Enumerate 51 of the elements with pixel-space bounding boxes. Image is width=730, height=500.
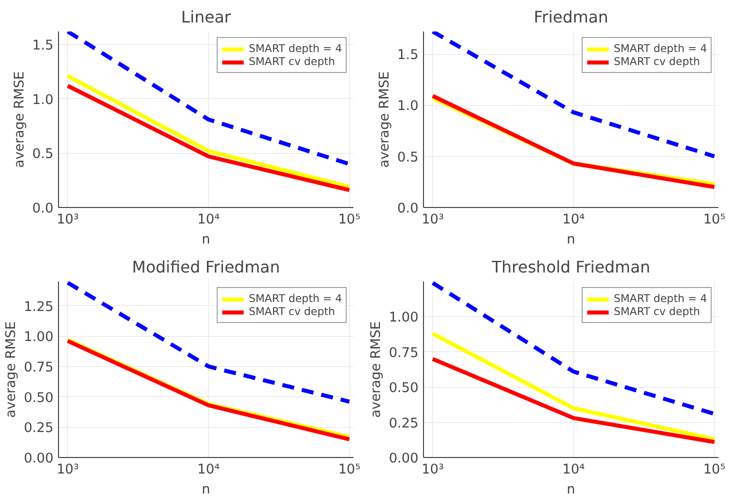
legend-label: SMART cv depth	[248, 55, 336, 68]
legend-label: SMART depth = 4	[614, 42, 707, 55]
x-tick-label: 10⁵	[338, 212, 361, 228]
x-tick-label: 10⁵	[338, 462, 361, 478]
x-tick-label: 10³	[56, 212, 79, 228]
x-tick-label: 10³	[56, 462, 79, 478]
legend-label: SMART depth = 4	[614, 292, 707, 305]
x-axis-title: n	[566, 482, 576, 498]
x-tick-label: 10⁴	[197, 212, 220, 228]
y-tick-label: 0.50	[388, 381, 419, 396]
y-axis-title: average RMSE	[377, 71, 392, 168]
chart-title: Linear	[181, 8, 232, 26]
chart-title: Threshold Friedman	[490, 258, 650, 276]
y-tick-label: 1.00	[388, 310, 419, 326]
x-axis-title: n	[566, 232, 576, 248]
y-tick-label: 1.5	[32, 38, 54, 54]
y-axis-title: average RMSE	[4, 321, 19, 418]
y-tick-label: 1.5	[397, 48, 419, 64]
y-tick-label: 0.0	[32, 202, 54, 216]
y-tick-label: 1.0	[397, 99, 419, 114]
y-tick-label: 0.25	[388, 416, 419, 432]
x-tick-label: 10⁴	[562, 212, 585, 228]
y-tick-label: 0.25	[24, 421, 54, 436]
y-tick-label: 0.50	[24, 390, 54, 406]
chart-title: Modified Friedman	[132, 258, 280, 276]
x-tick-label: 10⁵	[703, 212, 726, 228]
legend-label: SMART depth = 4	[248, 292, 342, 305]
y-tick-label: 0.00	[24, 452, 54, 466]
y-tick-label: 0.00	[388, 452, 419, 466]
y-tick-label: 1.00	[24, 330, 54, 346]
y-tick-label: 0.75	[24, 360, 54, 376]
legend-label: SMART cv depth	[614, 55, 700, 68]
x-tick-label: 10⁴	[197, 462, 220, 478]
y-tick-label: 0.0	[397, 202, 419, 216]
y-tick-label: 1.0	[32, 92, 54, 108]
x-tick-label: 10⁴	[562, 462, 585, 478]
y-tick-label: 0.5	[397, 150, 419, 166]
y-axis-title: average RMSE	[368, 321, 384, 418]
x-tick-label: 10³	[422, 462, 444, 478]
x-axis-title: n	[202, 482, 210, 498]
legend-label: SMART cv depth	[248, 305, 336, 318]
y-axis-title: average RMSE	[12, 71, 28, 168]
y-tick-label: 0.5	[32, 147, 54, 162]
chart-title: Friedman	[534, 8, 608, 26]
x-axis-title: n	[202, 232, 210, 248]
y-tick-label: 1.25	[24, 300, 54, 315]
legend-label: SMART depth = 4	[248, 42, 342, 55]
legend-label: SMART cv depth	[614, 305, 700, 318]
x-tick-label: 10⁵	[703, 462, 726, 478]
x-tick-label: 10³	[422, 212, 444, 228]
y-tick-label: 0.75	[388, 346, 419, 361]
